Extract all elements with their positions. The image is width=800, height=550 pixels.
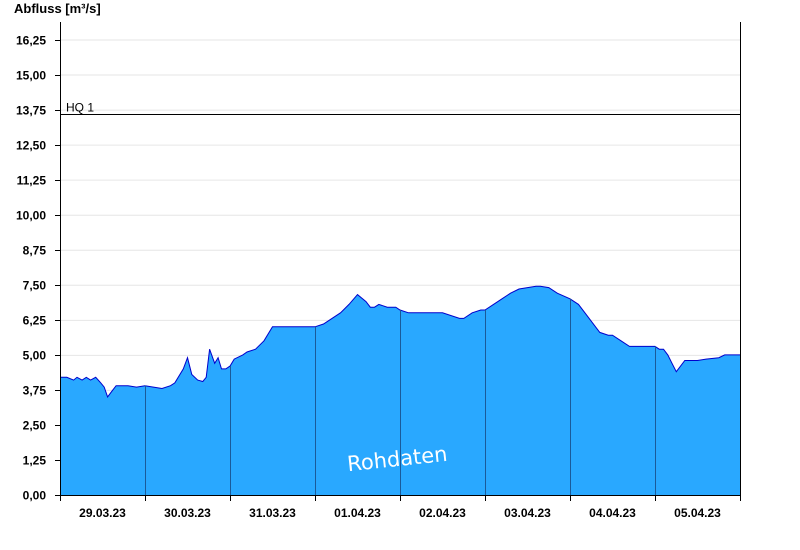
day-separators — [145, 298, 656, 495]
series-line — [60, 285, 740, 398]
y-tick-label: 3,75 — [23, 384, 47, 398]
x-tick-label: 01.04.23 — [334, 506, 381, 520]
y-axis-label: Abfluss [m³/s] — [14, 1, 101, 16]
x-tick-label: 30.03.23 — [164, 506, 211, 520]
y-tick-label: 10,00 — [16, 209, 46, 223]
y-tick-label: 13,75 — [16, 104, 46, 118]
y-tick-label: 8,75 — [23, 244, 47, 258]
y-tick-label: 15,00 — [16, 69, 46, 83]
y-tick-labels: 0,00 1,25 2,50 3,75 5,00 6,25 7,50 8,75 10,00 11,… — [16, 34, 46, 503]
x-tick-label: 31.03.23 — [249, 506, 296, 520]
x-tick-label: 05.04.23 — [674, 506, 721, 520]
axes — [55, 22, 741, 501]
y-tick-label: 16,25 — [16, 34, 46, 48]
y-tick-label: 2,50 — [23, 419, 47, 433]
x-tick-label: 03.04.23 — [504, 506, 551, 520]
hq1-reference: HQ 1 — [60, 101, 740, 115]
y-tick-label: 0,00 — [23, 489, 47, 503]
x-tick-labels: 29.03.23 30.03.23 31.03.23 01.04.23 02.04.23… — [79, 506, 721, 520]
x-tick-label: 02.04.23 — [419, 506, 466, 520]
y-tick-label: 12,50 — [16, 139, 46, 153]
y-tick-label: 6,25 — [23, 314, 47, 328]
y-tick-label: 7,50 — [23, 279, 47, 293]
x-tick-label: 29.03.23 — [79, 506, 126, 520]
hq1-label: HQ 1 — [66, 101, 94, 115]
x-tick-label: 04.04.23 — [589, 506, 636, 520]
y-tick-label: 11,25 — [17, 174, 47, 188]
y-tick-label: 5,00 — [23, 349, 47, 363]
y-tick-label: 1,25 — [23, 454, 47, 468]
